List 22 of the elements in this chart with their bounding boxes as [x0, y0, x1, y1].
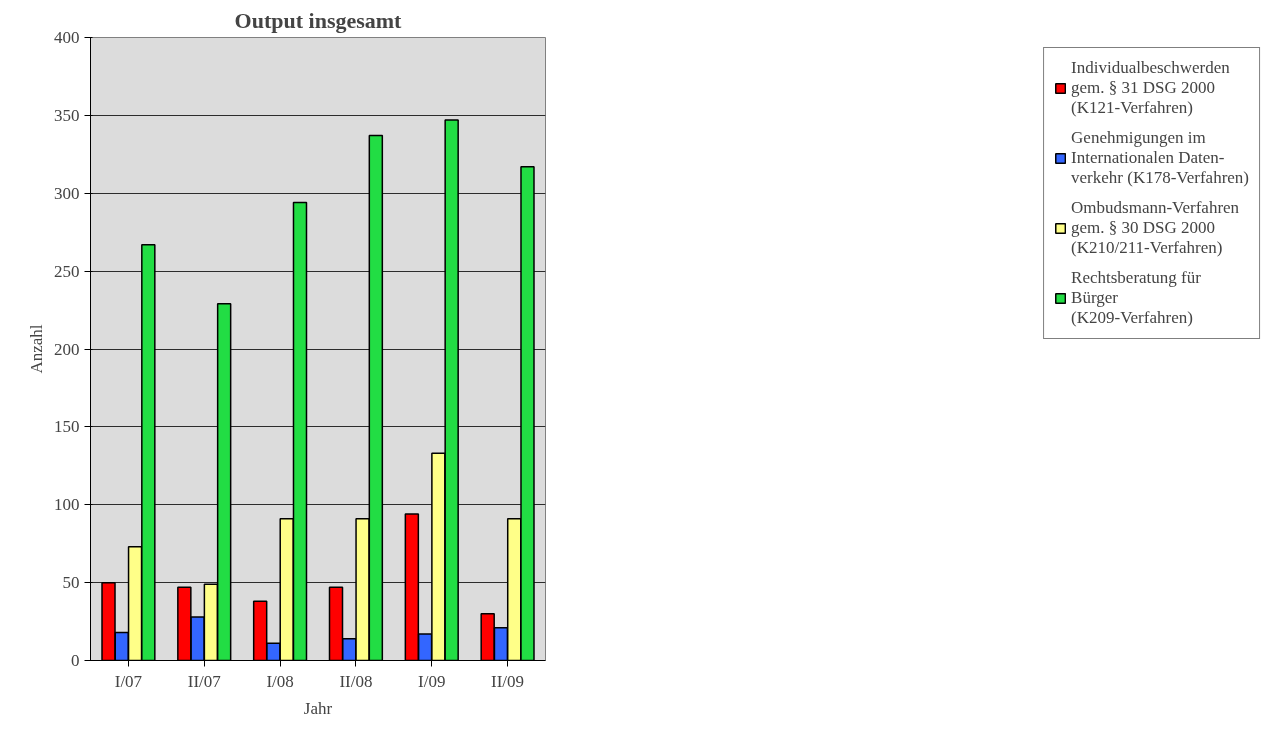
y-tick-label: 0	[71, 651, 80, 670]
legend-label: Ombudsmann-Verfahren gem. § 30 DSG 2000 (K210/211-Verfahren)	[1071, 198, 1240, 258]
x-tick-label: I/08	[266, 671, 294, 691]
legend-label: Individualbeschwerden gem. § 31 DSG 2000 (K121-Verfahren)	[1071, 58, 1230, 118]
y-tick-label: 50	[62, 573, 80, 593]
y-tick-label: 300	[54, 183, 80, 203]
x-tick-label: II/08	[339, 671, 373, 691]
legend-label: Genehmigungen im Internationalen Daten- verkehr (K178-Verfahren)	[1071, 128, 1249, 188]
x-tick-label: I/09	[418, 671, 446, 691]
y-tick-label: 350	[54, 105, 80, 125]
y-tick-label: 400	[54, 28, 80, 47]
y-tick-label: 100	[54, 495, 80, 515]
y-tick-label: 250	[54, 261, 80, 281]
legend-label: Rechtsberatung für Bürger (K209-Verfahren)	[1071, 268, 1201, 328]
x-tick-label: II/07	[187, 671, 222, 691]
y-axis-title: Anzahl	[27, 324, 46, 374]
y-tick-label: 150	[54, 417, 80, 437]
chart-title: Output insgesamt	[234, 7, 403, 33]
y-tick-label: 200	[54, 339, 80, 359]
x-tick-label: II/09	[491, 671, 525, 691]
x-axis-title: Jahr	[303, 698, 333, 718]
x-tick-label: I/07	[114, 671, 143, 691]
